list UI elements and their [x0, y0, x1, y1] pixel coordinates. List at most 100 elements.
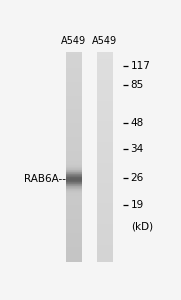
Bar — [97, 64, 113, 65]
Bar — [97, 156, 113, 157]
Bar — [66, 190, 82, 191]
Bar — [97, 246, 113, 247]
Bar — [97, 86, 113, 87]
Bar — [66, 172, 82, 173]
Bar — [97, 178, 113, 179]
Bar — [97, 239, 113, 240]
Bar — [66, 213, 82, 214]
Bar — [97, 109, 113, 110]
Bar — [97, 140, 113, 141]
Bar — [66, 174, 82, 175]
Bar — [66, 212, 82, 213]
Bar — [97, 59, 113, 60]
Bar — [97, 116, 113, 117]
Bar — [97, 52, 113, 53]
Bar — [66, 243, 82, 244]
Bar — [97, 241, 113, 242]
Bar — [97, 129, 113, 130]
Bar — [97, 182, 113, 183]
Bar — [66, 252, 82, 253]
Bar — [66, 106, 82, 107]
Bar — [97, 122, 113, 123]
Bar — [97, 232, 113, 233]
Bar — [97, 227, 113, 228]
Bar — [66, 260, 82, 261]
Bar — [97, 192, 113, 193]
Bar — [97, 62, 113, 63]
Bar — [97, 217, 113, 218]
Bar — [66, 143, 82, 144]
Bar — [97, 87, 113, 88]
Bar — [66, 63, 82, 64]
Bar — [66, 161, 82, 162]
Bar — [97, 90, 113, 91]
Bar — [66, 173, 82, 174]
Bar — [66, 196, 82, 197]
Bar — [97, 77, 113, 78]
Bar — [97, 234, 113, 235]
Bar — [97, 72, 113, 73]
Bar — [66, 83, 82, 84]
Bar — [66, 126, 82, 127]
Bar — [66, 152, 82, 153]
Bar — [97, 218, 113, 219]
Bar — [97, 139, 113, 140]
Bar — [97, 137, 113, 138]
Bar — [97, 56, 113, 57]
Bar — [66, 200, 82, 201]
Bar — [97, 189, 113, 190]
Bar — [97, 153, 113, 154]
Bar — [97, 188, 113, 189]
Bar — [97, 147, 113, 148]
Bar — [97, 53, 113, 54]
Bar — [97, 222, 113, 223]
Bar — [66, 62, 82, 63]
Bar — [66, 222, 82, 223]
Bar — [97, 198, 113, 199]
Bar — [66, 90, 82, 91]
Bar — [66, 154, 82, 155]
Bar — [97, 195, 113, 196]
Bar — [97, 225, 113, 226]
Bar — [66, 133, 82, 134]
Bar — [66, 178, 82, 179]
Bar — [66, 153, 82, 154]
Bar — [66, 158, 82, 159]
Bar — [66, 160, 82, 161]
Bar — [66, 107, 82, 108]
Bar — [97, 58, 113, 59]
Bar — [66, 181, 82, 182]
Bar — [66, 238, 82, 239]
Bar — [66, 254, 82, 255]
Text: 117: 117 — [131, 61, 151, 71]
Bar — [66, 108, 82, 109]
Bar — [66, 176, 82, 177]
Text: RAB6A--: RAB6A-- — [24, 174, 66, 184]
Bar — [97, 187, 113, 188]
Bar — [66, 259, 82, 260]
Bar — [66, 84, 82, 85]
Bar — [97, 98, 113, 99]
Bar — [97, 155, 113, 156]
Bar — [97, 259, 113, 260]
Bar — [66, 98, 82, 99]
Bar — [97, 121, 113, 122]
Bar — [97, 105, 113, 106]
Bar — [66, 206, 82, 207]
Bar — [97, 233, 113, 234]
Bar — [66, 204, 82, 205]
Bar — [97, 207, 113, 208]
Bar — [66, 52, 82, 53]
Bar — [66, 73, 82, 74]
Bar — [66, 245, 82, 246]
Bar — [66, 246, 82, 247]
Bar — [66, 251, 82, 252]
Bar — [97, 248, 113, 249]
Bar — [97, 146, 113, 147]
Bar — [97, 80, 113, 81]
Bar — [97, 130, 113, 131]
Bar — [97, 185, 113, 186]
Bar — [97, 99, 113, 100]
Bar — [66, 86, 82, 87]
Bar — [97, 60, 113, 61]
